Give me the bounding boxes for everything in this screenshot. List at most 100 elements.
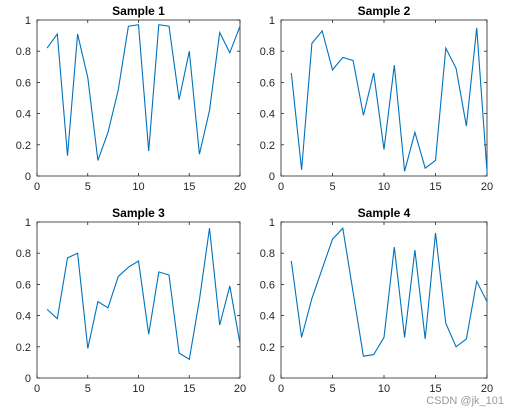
data-point bbox=[128, 26, 129, 27]
data-point bbox=[189, 51, 190, 52]
y-tick-label: 0.6 bbox=[16, 77, 31, 89]
data-point bbox=[486, 171, 487, 172]
data-point bbox=[229, 285, 230, 286]
y-tick-label: 1 bbox=[25, 217, 31, 229]
y-tick-label: 0 bbox=[25, 373, 31, 385]
axes-box bbox=[280, 221, 488, 379]
x-tick-label: 10 bbox=[132, 181, 144, 193]
data-point bbox=[158, 271, 159, 272]
data-point bbox=[383, 149, 384, 150]
data-point bbox=[118, 276, 119, 277]
data-point bbox=[47, 309, 48, 310]
data-point bbox=[77, 33, 78, 34]
x-tick-label: 5 bbox=[85, 383, 91, 395]
y-tick-label: 0.6 bbox=[260, 77, 275, 89]
data-point bbox=[466, 126, 467, 127]
data-point bbox=[67, 155, 68, 156]
data-point bbox=[322, 268, 323, 269]
series-line bbox=[290, 27, 488, 172]
series-line bbox=[46, 228, 241, 361]
data-point bbox=[291, 260, 292, 261]
data-point bbox=[209, 110, 210, 111]
data-point bbox=[209, 228, 210, 229]
x-tick-label: 20 bbox=[481, 383, 493, 395]
data-point bbox=[189, 359, 190, 360]
data-point bbox=[373, 72, 374, 73]
data-point bbox=[404, 171, 405, 172]
data-point bbox=[445, 48, 446, 49]
data-point bbox=[107, 132, 108, 133]
data-point bbox=[148, 150, 149, 151]
x-tick-label: 0 bbox=[278, 181, 284, 193]
data-point bbox=[239, 26, 240, 27]
y-tick-label: 0 bbox=[269, 373, 275, 385]
y-tick-label: 0.4 bbox=[16, 311, 31, 323]
x-tick-label: 15 bbox=[183, 383, 195, 395]
data-point bbox=[168, 274, 169, 275]
axes-box bbox=[36, 221, 241, 379]
axes-box bbox=[280, 19, 488, 177]
x-tick-label: 0 bbox=[278, 383, 284, 395]
data-point bbox=[158, 24, 159, 25]
x-tick-label: 0 bbox=[34, 181, 40, 193]
data-point bbox=[435, 160, 436, 161]
y-tick-label: 0.2 bbox=[16, 140, 31, 152]
data-point bbox=[445, 323, 446, 324]
y-tick-label: 0.6 bbox=[260, 279, 275, 291]
x-tick-label: 15 bbox=[183, 181, 195, 193]
x-tick-label: 20 bbox=[481, 181, 493, 193]
x-tick-label: 5 bbox=[329, 383, 335, 395]
data-point bbox=[179, 99, 180, 100]
data-point bbox=[301, 337, 302, 338]
x-tick-label: 0 bbox=[34, 383, 40, 395]
data-point bbox=[128, 267, 129, 268]
x-tick-label: 5 bbox=[85, 181, 91, 193]
data-point bbox=[425, 168, 426, 169]
data-point bbox=[394, 65, 395, 66]
data-point bbox=[466, 338, 467, 339]
data-point bbox=[342, 228, 343, 229]
data-point bbox=[47, 48, 48, 49]
data-point bbox=[229, 52, 230, 53]
y-tick-label: 0.2 bbox=[16, 342, 31, 354]
y-tick-label: 0.8 bbox=[260, 248, 275, 260]
data-point bbox=[107, 307, 108, 308]
data-point bbox=[342, 57, 343, 58]
data-point bbox=[87, 77, 88, 78]
series-line bbox=[290, 227, 488, 357]
data-point bbox=[199, 299, 200, 300]
data-point bbox=[97, 160, 98, 161]
y-tick-label: 0.2 bbox=[260, 342, 275, 354]
data-point bbox=[476, 27, 477, 28]
data-point bbox=[138, 24, 139, 25]
y-tick-label: 0.6 bbox=[16, 279, 31, 291]
y-tick-label: 0.2 bbox=[260, 140, 275, 152]
data-point bbox=[383, 337, 384, 338]
y-tick-label: 0.8 bbox=[16, 46, 31, 58]
data-point bbox=[373, 354, 374, 355]
x-tick-label: 20 bbox=[234, 181, 246, 193]
subplot-title: Sample 1 bbox=[112, 4, 165, 18]
data-point bbox=[77, 253, 78, 254]
data-point bbox=[363, 356, 364, 357]
y-tick-label: 0.8 bbox=[16, 248, 31, 260]
data-point bbox=[301, 169, 302, 170]
data-point bbox=[57, 33, 58, 34]
data-point bbox=[425, 338, 426, 339]
axes-box bbox=[36, 19, 241, 177]
y-tick-label: 0 bbox=[25, 171, 31, 183]
y-tick-label: 0.4 bbox=[260, 311, 275, 323]
data-point bbox=[179, 352, 180, 353]
watermark-text: CSDN @jk_101 bbox=[426, 395, 504, 407]
data-point bbox=[118, 90, 119, 91]
data-point bbox=[353, 292, 354, 293]
data-point bbox=[168, 26, 169, 27]
data-point bbox=[97, 301, 98, 302]
data-point bbox=[138, 260, 139, 261]
data-point bbox=[435, 232, 436, 233]
data-point bbox=[87, 348, 88, 349]
data-point bbox=[394, 246, 395, 247]
data-point bbox=[414, 250, 415, 251]
data-point bbox=[486, 301, 487, 302]
subplot-3: Sample 3 0 5 10 15 20 0 0.2 0.4 0.6 0.8 1 bbox=[16, 206, 246, 395]
